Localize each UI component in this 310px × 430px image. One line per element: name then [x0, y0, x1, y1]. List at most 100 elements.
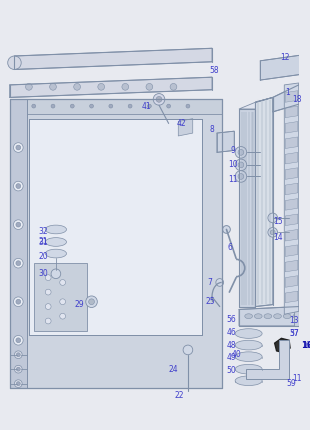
- Circle shape: [235, 147, 247, 158]
- Ellipse shape: [235, 376, 262, 386]
- Circle shape: [223, 226, 230, 233]
- Text: 58: 58: [209, 66, 219, 75]
- Text: 15: 15: [274, 217, 283, 226]
- Circle shape: [86, 296, 97, 307]
- Circle shape: [109, 104, 113, 108]
- Circle shape: [70, 104, 74, 108]
- Polygon shape: [285, 152, 298, 164]
- Ellipse shape: [245, 314, 252, 319]
- Polygon shape: [10, 99, 222, 388]
- Polygon shape: [15, 48, 212, 70]
- Polygon shape: [246, 340, 289, 379]
- Circle shape: [268, 227, 277, 237]
- Polygon shape: [284, 83, 299, 314]
- Circle shape: [45, 275, 51, 280]
- Text: 25: 25: [205, 297, 215, 306]
- Circle shape: [148, 104, 151, 108]
- Polygon shape: [294, 85, 299, 326]
- Circle shape: [60, 280, 65, 286]
- Circle shape: [270, 230, 275, 235]
- Text: 14: 14: [274, 233, 283, 242]
- Polygon shape: [275, 338, 290, 353]
- Circle shape: [238, 162, 244, 168]
- Circle shape: [146, 83, 153, 90]
- Circle shape: [14, 335, 23, 345]
- Circle shape: [167, 104, 170, 108]
- Polygon shape: [285, 245, 298, 256]
- Circle shape: [60, 313, 65, 319]
- Ellipse shape: [235, 329, 262, 338]
- Polygon shape: [239, 109, 255, 307]
- Circle shape: [15, 366, 22, 373]
- Circle shape: [16, 299, 21, 304]
- Circle shape: [14, 297, 23, 307]
- Text: 8: 8: [210, 125, 215, 134]
- Circle shape: [235, 171, 247, 182]
- Circle shape: [14, 143, 23, 152]
- Circle shape: [90, 104, 94, 108]
- Polygon shape: [285, 260, 298, 272]
- Circle shape: [16, 338, 21, 343]
- Polygon shape: [217, 131, 234, 152]
- Text: 13: 13: [289, 316, 299, 325]
- Circle shape: [14, 258, 23, 268]
- Text: 50: 50: [226, 366, 236, 375]
- Circle shape: [14, 181, 23, 191]
- Text: 1: 1: [285, 88, 290, 97]
- Text: 29: 29: [74, 300, 84, 309]
- Text: 40: 40: [231, 350, 241, 359]
- Circle shape: [14, 220, 23, 230]
- Text: 41: 41: [142, 101, 151, 111]
- Circle shape: [74, 83, 81, 90]
- Polygon shape: [239, 98, 273, 109]
- Circle shape: [45, 289, 51, 295]
- Ellipse shape: [235, 352, 262, 362]
- Text: 32: 32: [38, 227, 48, 236]
- Circle shape: [32, 104, 36, 108]
- Circle shape: [16, 353, 20, 356]
- Polygon shape: [29, 119, 202, 335]
- Polygon shape: [285, 214, 298, 226]
- Text: 11: 11: [228, 175, 238, 184]
- Text: 6: 6: [228, 243, 233, 252]
- Circle shape: [16, 382, 20, 386]
- Circle shape: [16, 261, 21, 266]
- Text: 16: 16: [301, 341, 310, 350]
- Ellipse shape: [293, 314, 301, 319]
- Polygon shape: [10, 99, 27, 388]
- Ellipse shape: [264, 314, 272, 319]
- Text: 46: 46: [226, 328, 236, 337]
- Polygon shape: [260, 54, 308, 80]
- Ellipse shape: [235, 364, 262, 374]
- Text: 16: 16: [302, 341, 310, 350]
- Circle shape: [16, 222, 21, 227]
- Ellipse shape: [45, 249, 66, 258]
- Circle shape: [216, 279, 224, 286]
- Circle shape: [15, 380, 22, 387]
- Text: 9: 9: [231, 146, 236, 155]
- Circle shape: [128, 104, 132, 108]
- Text: 49: 49: [226, 353, 236, 362]
- Text: 59: 59: [286, 379, 296, 388]
- Circle shape: [268, 213, 277, 223]
- Circle shape: [15, 351, 22, 359]
- Polygon shape: [285, 106, 298, 118]
- Circle shape: [170, 83, 177, 90]
- Text: 24: 24: [169, 365, 178, 374]
- Polygon shape: [285, 276, 298, 287]
- Text: 31: 31: [38, 239, 48, 247]
- Polygon shape: [285, 122, 298, 133]
- Circle shape: [183, 345, 193, 355]
- Circle shape: [153, 94, 165, 105]
- Circle shape: [51, 104, 55, 108]
- Text: 22: 22: [175, 391, 184, 400]
- Circle shape: [25, 83, 32, 90]
- Text: 10: 10: [228, 160, 238, 169]
- Bar: [34, 263, 87, 331]
- Polygon shape: [285, 91, 298, 102]
- Circle shape: [50, 83, 56, 90]
- Circle shape: [51, 269, 61, 279]
- Polygon shape: [178, 119, 193, 136]
- Text: 20: 20: [38, 252, 48, 261]
- Circle shape: [156, 96, 162, 102]
